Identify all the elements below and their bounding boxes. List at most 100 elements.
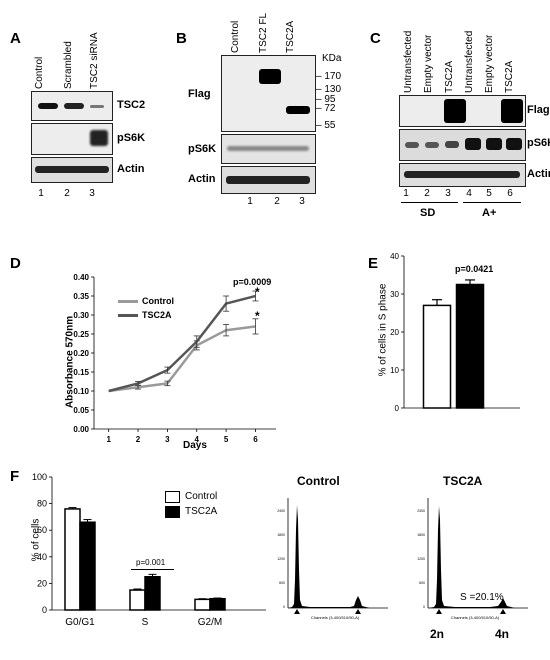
panel-f-plot-area: 0 20 40 60 80 100 G0/G1 S G2/M — [32, 472, 266, 628]
histogram-y-tick: 0 — [283, 605, 285, 609]
histogram-y-tick: 600 — [279, 581, 285, 585]
blot-band — [465, 138, 481, 150]
panel-a-row-label: TSC2 — [117, 99, 146, 111]
panel-a-blot-tsc2 — [31, 91, 113, 121]
panel-b-kda-marker: – 55 — [316, 120, 336, 131]
y-tick-label: 0 — [395, 404, 400, 413]
kda-value: 55 — [324, 120, 336, 131]
x-tick-label: 6 — [253, 435, 258, 444]
histogram-y-tick: 0 — [423, 605, 425, 609]
panel-b-lane-label: TSC2A — [285, 20, 296, 53]
panel-f-legend: Control TSC2A — [165, 489, 217, 519]
y-tick-label: 40 — [390, 252, 399, 261]
panel-a-lane-number: 3 — [89, 188, 95, 199]
panel-c-lane-number: 3 — [445, 188, 451, 199]
kda-value: 170 — [324, 71, 342, 82]
panel-c-blot-ps6k — [399, 129, 526, 161]
y-tick-label: 0 — [42, 605, 47, 615]
x-tick-label: 3 — [165, 435, 170, 444]
panel-e-chart: 0 10 20 30 40 — [390, 252, 520, 413]
histogram-s-phase-annotation: S =20.1% — [460, 592, 504, 603]
panel-c-letter: C — [370, 30, 381, 47]
panel-a-row-label: pS6K — [117, 132, 146, 144]
histogram-title-tsc2a: TSC2A — [443, 474, 483, 488]
bar — [194, 598, 211, 611]
blot-band — [90, 130, 108, 146]
y-tick-label: 20 — [390, 328, 399, 337]
panel-c-row-label: pS6K — [527, 137, 550, 149]
y-tick-label: 40 — [37, 552, 47, 562]
y-tick-label: 0.40 — [73, 273, 89, 282]
bar — [455, 283, 485, 409]
histogram-y-tick: 2400 — [417, 509, 425, 513]
panel-f-p-bracket — [131, 569, 174, 570]
histogram-y-tick: 600 — [419, 581, 425, 585]
panel-f-chart: 0 20 40 60 80 100 G0/G1 S G2/M — [32, 472, 266, 628]
panel-e-ylabel: % of cells in S phase — [377, 283, 389, 377]
legend-swatch — [165, 490, 180, 503]
bar — [79, 521, 96, 611]
y-tick-label: 0.15 — [73, 368, 89, 377]
y-tick-label: 0.05 — [73, 406, 89, 415]
legend-swatch — [118, 313, 138, 317]
panel-c-blot-flag — [399, 95, 526, 127]
panel-c-lane-label: Untransfected — [403, 30, 414, 93]
panel-b-blot-actin — [221, 166, 316, 194]
legend-item: Control — [165, 489, 217, 504]
y-tick-label: 30 — [390, 290, 399, 299]
bar — [144, 576, 161, 611]
panel-b-kda-marker: – 72 — [316, 103, 336, 114]
panel-b-row-label: Actin — [188, 173, 216, 185]
y-tick-label: 100 — [32, 472, 47, 482]
panel-b-letter: B — [176, 30, 187, 47]
histogram-y-tick: 1800 — [417, 533, 425, 537]
legend-label: Control — [142, 296, 174, 306]
x-tick-label: 4 — [195, 435, 200, 444]
legend-item: Control — [118, 294, 174, 308]
histogram-y-tick: 1800 — [277, 533, 285, 537]
bar — [129, 589, 146, 611]
histogram-xlabel: Channels (3-400/510/50-A) — [311, 615, 360, 620]
panel-d-p-value: p=0.0009 — [233, 277, 272, 287]
histogram-xlabel: Channels (3-400/510/50-A) — [451, 615, 500, 620]
blot-band — [90, 105, 104, 108]
blot-band — [64, 103, 84, 109]
panel-c-lane-label: TSC2A — [444, 60, 455, 93]
y-tick-label: 0.20 — [73, 349, 89, 358]
panel-c-lane-number: 1 — [403, 188, 409, 199]
y-tick-label: 0.10 — [73, 387, 89, 396]
panel-b-kda-marker: – 170 — [316, 71, 342, 82]
x-tick-label: 5 — [224, 435, 229, 444]
panel-b-row-label: Flag — [188, 88, 211, 100]
blot-band — [227, 146, 309, 151]
legend-item: TSC2A — [118, 308, 174, 322]
histogram-g1-peak — [288, 505, 370, 608]
x-tick-label: G2/M — [198, 617, 222, 628]
panel-a-row-label: Actin — [117, 163, 145, 175]
kda-value: 72 — [324, 103, 336, 114]
panel-c-group-line — [463, 202, 521, 203]
histogram-tsc2a: 2400 1800 1200 600 0 Channels (3-400/510… — [417, 498, 528, 620]
legend-label: TSC2A — [142, 310, 172, 320]
blot-band — [444, 99, 466, 123]
series-line — [108, 294, 256, 393]
y-tick-label: 20 — [37, 578, 47, 588]
y-tick-label: 0.30 — [73, 311, 89, 320]
blot-band — [405, 142, 419, 148]
histogram-peak-marker — [500, 609, 506, 614]
blot-band — [38, 103, 58, 109]
histogram-y-tick: 1200 — [277, 557, 285, 561]
histogram-peak-marker — [294, 609, 300, 614]
legend-swatch — [118, 299, 138, 303]
panel-b-lane-number: 2 — [274, 196, 280, 207]
panel-c-lane-label: TSC2A — [504, 60, 515, 93]
panel-c-group-label: A+ — [482, 207, 497, 219]
y-tick-label: 0.00 — [73, 425, 89, 434]
histogram-y-tick: 1200 — [417, 557, 425, 561]
y-tick-label: 10 — [390, 366, 399, 375]
panel-c-group-line — [401, 202, 458, 203]
panel-c-lane-number: 2 — [424, 188, 430, 199]
panel-b-lane-label: TSC2 FL — [258, 12, 269, 53]
series-line — [108, 325, 256, 393]
panel-d-chart: 0.00 0.05 0.10 0.15 0.20 0.25 0.30 0.35 0.40 1 2 3 4… — [73, 273, 276, 444]
